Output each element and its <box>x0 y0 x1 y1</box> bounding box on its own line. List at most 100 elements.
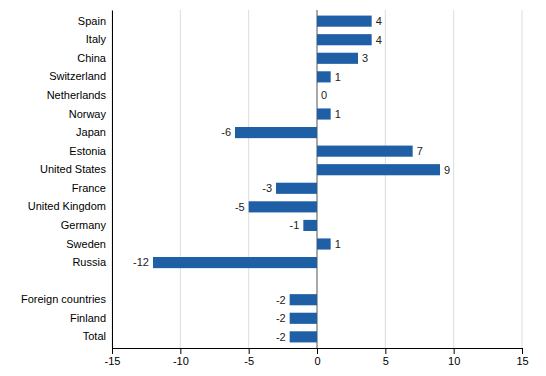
data-label: -1 <box>290 219 300 231</box>
y-tick-label: Japan <box>76 126 106 138</box>
x-tick-mark <box>249 348 250 354</box>
y-tick: Switzerland <box>49 70 106 82</box>
x-tick-label: -5 <box>244 355 254 367</box>
bar <box>153 257 317 268</box>
y-tick: Sweden <box>66 238 106 250</box>
y-tick: Italy <box>86 33 107 45</box>
grid-line <box>385 10 386 348</box>
x-tick-label: 15 <box>516 355 528 367</box>
x-tick-label: 10 <box>448 355 460 367</box>
data-label: -2 <box>276 331 286 343</box>
x-axis: -15 -10 -5 0 5 10 15 <box>105 348 529 367</box>
data-label: -3 <box>262 182 272 194</box>
y-tick-label: Estonia <box>69 145 107 157</box>
plot: -15-10-5051015TotalFinlandForeign countr… <box>21 10 529 367</box>
y-tick: Total <box>83 330 106 342</box>
bar <box>290 331 317 342</box>
data-label: -5 <box>235 201 245 213</box>
bar <box>317 53 358 64</box>
y-tick-label: United Kingdom <box>28 200 106 212</box>
y-tick-label: Netherlands <box>47 89 107 101</box>
bar <box>303 220 317 231</box>
data-labels: -2-2-2-121-1-5-397-6101344 <box>133 15 450 343</box>
y-tick-label: Finland <box>70 312 106 324</box>
x-tick-mark <box>385 348 386 354</box>
data-label: 3 <box>362 52 368 64</box>
bar <box>317 16 372 27</box>
x-tick: -10 <box>173 348 189 367</box>
y-tick: Netherlands <box>47 89 107 101</box>
y-tick-label: Sweden <box>66 238 106 250</box>
x-tick: 15 <box>516 348 528 367</box>
x-tick-mark <box>112 348 113 354</box>
grid-line <box>453 10 454 348</box>
x-tick-label: -15 <box>105 355 121 367</box>
x-tick: -5 <box>244 348 254 367</box>
data-label: 7 <box>417 145 423 157</box>
y-tick: United Kingdom <box>28 200 106 212</box>
x-tick-mark <box>522 348 523 354</box>
bar <box>317 238 331 249</box>
y-axis: Total Finland Foreign countries Russia Swede… <box>21 11 113 349</box>
x-tick-mark <box>454 348 455 354</box>
y-tick-label: United States <box>40 163 107 175</box>
y-tick-label: France <box>72 182 106 194</box>
y-tick: China <box>77 52 107 64</box>
data-label: -6 <box>221 126 231 138</box>
bar <box>249 201 317 212</box>
y-axis-line <box>112 11 113 349</box>
bar <box>290 313 317 324</box>
bar <box>290 294 317 305</box>
y-tick-label: Spain <box>78 15 106 27</box>
x-tick: 0 <box>314 348 320 367</box>
y-tick: Germany <box>61 219 107 231</box>
data-label: -2 <box>276 312 286 324</box>
data-label: 1 <box>335 238 341 250</box>
bar <box>317 90 318 101</box>
y-tick-label: Total <box>83 330 106 342</box>
y-tick: Finland <box>70 312 106 324</box>
bar <box>317 164 440 175</box>
y-tick-label: Russia <box>72 256 107 268</box>
y-tick: Japan <box>76 126 106 138</box>
x-tick: -15 <box>105 348 121 367</box>
x-tick-label: 5 <box>383 355 389 367</box>
bars <box>153 16 440 343</box>
x-tick: 10 <box>448 348 460 367</box>
y-tick-label: Germany <box>61 219 107 231</box>
y-tick: Spain <box>78 15 106 27</box>
chart: -15-10-5051015TotalFinlandForeign countr… <box>0 0 546 376</box>
bar <box>317 34 372 45</box>
x-axis-line <box>113 349 523 355</box>
data-label: 1 <box>335 108 341 120</box>
y-tick-label: Norway <box>69 108 107 120</box>
y-tick-label: Switzerland <box>49 70 106 82</box>
data-label: -12 <box>133 256 149 268</box>
x-tick: 5 <box>383 348 389 367</box>
data-label: 0 <box>321 89 327 101</box>
data-label: -2 <box>276 294 286 306</box>
data-label: 4 <box>376 34 382 46</box>
y-tick: Estonia <box>69 145 107 157</box>
y-tick-label: Foreign countries <box>21 293 106 305</box>
bar <box>235 127 317 138</box>
bar <box>276 183 317 194</box>
data-label: 9 <box>444 164 450 176</box>
grid-line <box>180 10 181 348</box>
y-tick: France <box>72 182 106 194</box>
bar <box>317 146 413 157</box>
y-tick: Russia <box>72 256 107 268</box>
y-tick-label: Italy <box>86 33 107 45</box>
x-tick-mark <box>317 348 318 354</box>
y-tick: United States <box>40 163 107 175</box>
y-tick: Foreign countries <box>21 293 106 305</box>
grid-line <box>112 10 113 348</box>
bar <box>317 108 331 119</box>
y-tick: Norway <box>69 108 107 120</box>
data-label: 4 <box>376 15 382 27</box>
grid-line <box>248 10 249 348</box>
x-tick-label: 0 <box>314 355 320 367</box>
x-tick-label: -10 <box>173 355 189 367</box>
data-label: 1 <box>335 71 341 83</box>
x-tick-mark <box>180 348 181 354</box>
